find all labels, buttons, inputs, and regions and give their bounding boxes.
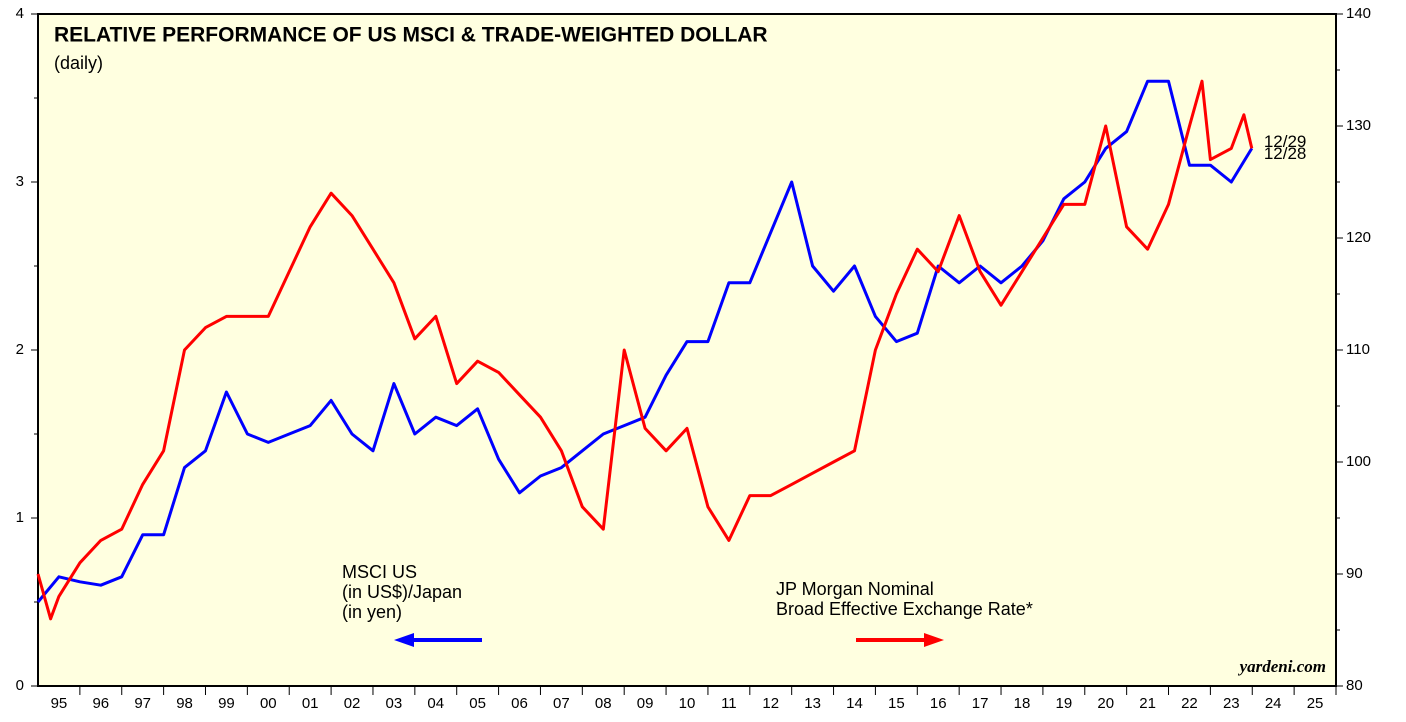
x-tick-label: 01: [302, 695, 319, 712]
legend-label: (in yen): [342, 602, 402, 622]
x-tick-label: 23: [1223, 695, 1240, 712]
x-tick-label: 03: [386, 695, 403, 712]
chart-subtitle: (daily): [54, 53, 103, 73]
x-tick-label: 18: [1014, 695, 1031, 712]
series-line: [36, 79, 1254, 621]
x-tick-label: 17: [972, 695, 989, 712]
arrows: [394, 633, 944, 647]
source: yardeni.com: [1238, 657, 1326, 676]
y-tick-label: 1: [16, 509, 24, 526]
x-tick-label: 02: [344, 695, 361, 712]
y2-tick-label: 80: [1346, 677, 1363, 694]
x-tick-label: 06: [511, 695, 528, 712]
legend-label: JP Morgan Nominal: [776, 579, 934, 599]
x-tick-label: 21: [1139, 695, 1156, 712]
x-tick-label: 15: [888, 695, 905, 712]
x-tick-label: 97: [134, 695, 151, 712]
legend-label: MSCI US: [342, 562, 417, 582]
x-tick-label: 96: [92, 695, 109, 712]
x-tick-label: 04: [427, 695, 444, 712]
y2-tick-label: 130: [1346, 117, 1371, 134]
x-tick-label: 14: [846, 695, 863, 712]
x-tick-label: 24: [1265, 695, 1282, 712]
y2-tick-label: 120: [1346, 229, 1371, 246]
x-tick-label: 00: [260, 695, 277, 712]
x-tick-label: 16: [930, 695, 947, 712]
x-tick-label: 95: [51, 695, 68, 712]
x-tick-label: 09: [637, 695, 654, 712]
x-tick-label: 13: [804, 695, 821, 712]
y-tick-label: 0: [16, 677, 24, 694]
x-tick-label: 25: [1307, 695, 1324, 712]
x-tick-label: 98: [176, 695, 193, 712]
y-tick-label: 4: [16, 5, 24, 22]
y2-tick-label: 100: [1346, 453, 1371, 470]
legend-label: (in US$)/Japan: [342, 582, 462, 602]
x-tick-label: 22: [1181, 695, 1198, 712]
x-tick-label: 12: [762, 695, 779, 712]
y-tick-label: 3: [16, 173, 24, 190]
x-tick-label: 07: [553, 695, 570, 712]
x-tick-label: 20: [1097, 695, 1114, 712]
legend-label: Broad Effective Exchange Rate*: [776, 599, 1033, 619]
end-label: 12/28: [1264, 144, 1307, 163]
x-tick-label: 05: [469, 695, 486, 712]
y2-tick-label: 140: [1346, 5, 1371, 22]
y2-tick-label: 90: [1346, 565, 1363, 582]
x-tick-label: 99: [218, 695, 235, 712]
plot-area: [37, 13, 1337, 687]
x-tick-label: 11: [721, 695, 737, 712]
x-tick-label: 10: [679, 695, 696, 712]
y2-tick-label: 110: [1346, 341, 1370, 358]
x-tick-label: 19: [1055, 695, 1072, 712]
y-tick-label: 2: [16, 341, 24, 358]
x-tick-label: 08: [595, 695, 612, 712]
end-label: 12/29: [1264, 132, 1307, 151]
chart-title: RELATIVE PERFORMANCE OF US MSCI & TRADE-…: [54, 24, 768, 47]
